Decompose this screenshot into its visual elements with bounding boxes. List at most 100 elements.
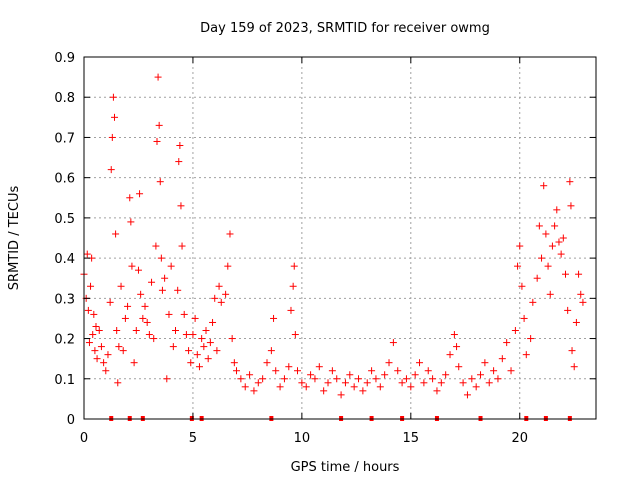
data-point (189, 331, 197, 339)
data-point (93, 355, 101, 363)
data-point (84, 306, 92, 314)
data-point (143, 318, 151, 326)
data-point (167, 262, 175, 270)
data-point (211, 294, 219, 302)
data-point (324, 379, 332, 387)
data-point (117, 282, 125, 290)
data-point (111, 113, 119, 121)
data-point (126, 194, 134, 202)
data-point (516, 242, 524, 250)
data-point (557, 250, 565, 258)
data-point (102, 367, 110, 375)
data-point (472, 383, 480, 391)
data-point (119, 347, 127, 355)
data-point (193, 351, 201, 359)
data-point (520, 314, 528, 322)
data-point (228, 335, 236, 343)
data-point (107, 166, 115, 174)
data-point (551, 222, 559, 230)
data-point (398, 379, 406, 387)
data-point (176, 141, 184, 149)
data-point (272, 367, 280, 375)
y-tick-label: 0.9 (54, 51, 75, 66)
data-point (213, 347, 221, 355)
data-point (333, 375, 341, 383)
data-points (80, 73, 587, 399)
data-point (490, 367, 498, 375)
data-point (204, 355, 212, 363)
data-point (555, 238, 563, 246)
x-axis-label: GPS time / hours (291, 460, 400, 475)
data-point (450, 331, 458, 339)
data-point (92, 322, 100, 330)
data-point (145, 331, 153, 339)
data-point (289, 282, 297, 290)
data-point (407, 383, 415, 391)
data-point (150, 335, 158, 343)
data-point (246, 371, 254, 379)
data-point (104, 351, 112, 359)
data-point (195, 363, 203, 371)
data-point (100, 359, 108, 367)
data-point (263, 359, 271, 367)
data-point (169, 343, 177, 351)
data-point (230, 359, 238, 367)
data-point (90, 310, 98, 318)
data-point (165, 310, 173, 318)
plot-frame (83, 56, 597, 420)
data-point (522, 351, 530, 359)
data-point (320, 387, 328, 395)
data-point (564, 306, 572, 314)
data-point (311, 375, 319, 383)
data-point (215, 282, 223, 290)
grid-lines (84, 57, 596, 419)
data-point (511, 327, 519, 335)
data-point (402, 375, 410, 383)
x-tick-label: 0 (80, 431, 88, 446)
data-point (368, 367, 376, 375)
data-point (95, 327, 103, 335)
data-point (132, 327, 140, 335)
data-point (200, 343, 208, 351)
data-point (538, 254, 546, 262)
data-point (453, 343, 461, 351)
data-point (226, 230, 234, 238)
data-point (121, 314, 129, 322)
data-point (359, 387, 367, 395)
data-point (376, 383, 384, 391)
data-point (485, 379, 493, 387)
data-point (152, 242, 160, 250)
data-point (250, 387, 258, 395)
data-point (148, 278, 156, 286)
data-point (394, 367, 402, 375)
y-tick-label: 0 (67, 413, 75, 428)
data-point (385, 359, 393, 367)
data-point (153, 137, 161, 145)
data-point (294, 367, 302, 375)
data-point (276, 383, 284, 391)
data-point (106, 298, 114, 306)
data-point (187, 359, 195, 367)
tick-labels: 0 0.1 0.2 0.3 0.4 0.5 0.6 0.7 0.8 0.9 0 5 10 15 20 (54, 51, 528, 446)
data-point (237, 375, 245, 383)
data-point (503, 339, 511, 347)
data-point (177, 202, 185, 210)
y-tick-label: 0.4 (54, 252, 75, 267)
data-point (459, 379, 467, 387)
data-point (270, 314, 278, 322)
y-tick-label: 0.5 (54, 212, 75, 227)
data-point (429, 375, 437, 383)
data-point (174, 286, 182, 294)
data-point (206, 339, 214, 347)
data-point (130, 359, 138, 367)
data-point (97, 343, 105, 351)
data-point (172, 327, 180, 335)
data-point (285, 363, 293, 371)
x-tick-label: 5 (189, 431, 197, 446)
data-point (468, 375, 476, 383)
data-point (109, 93, 117, 101)
y-tick-label: 0.3 (54, 292, 75, 307)
y-tick-label: 0.2 (54, 333, 75, 348)
data-point (191, 314, 199, 322)
